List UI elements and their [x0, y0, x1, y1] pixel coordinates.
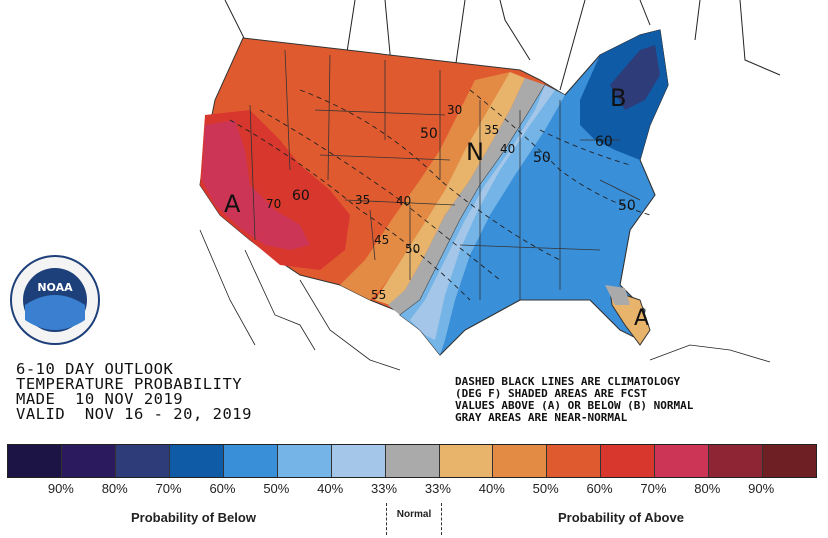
- legend-label: 80%: [101, 481, 128, 496]
- legend-label: 70%: [155, 481, 182, 496]
- legend-swatch: [655, 445, 710, 477]
- label-near-normal: N: [466, 138, 484, 166]
- legend-swatch: [763, 445, 817, 477]
- legend-swatch: [493, 445, 548, 477]
- clim-50a: 50: [420, 126, 438, 142]
- outlook-valid-dates: VALID NOV 16 - 20, 2019: [16, 405, 252, 423]
- above-caption: Probability of Above: [558, 510, 684, 525]
- clim-50d: 50: [618, 198, 636, 214]
- outlook-made-date: MADE 10 NOV 2019: [16, 390, 184, 408]
- clim-60a: 60: [292, 188, 310, 204]
- label-above-florida: A: [634, 306, 649, 331]
- legend-label: 90%: [748, 481, 775, 496]
- map-notes: DASHED BLACK LINES ARE CLIMATOLOGY (DEG F…: [455, 376, 693, 424]
- label-below-northeast: B: [610, 84, 626, 112]
- clim-50c: 50: [405, 242, 420, 256]
- outlook-subtitle: TEMPERATURE PROBABILITY: [16, 375, 243, 393]
- note-line-2: (DEG F) SHADED AREAS ARE FCST: [455, 387, 648, 400]
- legend-label: 90%: [47, 481, 74, 496]
- legend-label: 70%: [640, 481, 667, 496]
- legend-swatch: [385, 445, 440, 477]
- clim-55: 55: [371, 288, 386, 302]
- above-40-region: [340, 72, 510, 300]
- legend-label: 80%: [694, 481, 721, 496]
- clim-50b: 50: [533, 150, 551, 166]
- legend-label: 50%: [263, 481, 290, 496]
- noaa-logo-text: NOAA: [37, 281, 73, 294]
- legend-label: 40%: [317, 481, 344, 496]
- below-caption: Probability of Below: [131, 510, 256, 525]
- near-normal-region: [388, 78, 545, 315]
- label-above-west: A: [224, 190, 241, 218]
- legend-swatch: [439, 445, 494, 477]
- above-70-region: [202, 120, 310, 250]
- temperature-outlook-map: A A B N 30 35 35 40 40 45 50 50 50 50 55…: [10, 0, 781, 371]
- legend-swatch: [169, 445, 224, 477]
- legend-swatch: [331, 445, 386, 477]
- outlook-info: 6-10 DAY OUTLOOK TEMPERATURE PROBABILITY M…: [16, 360, 252, 423]
- legend-swatch: [547, 445, 602, 477]
- legend-swatch: [61, 445, 116, 477]
- clim-45: 45: [374, 233, 389, 247]
- clim-70: 70: [266, 197, 281, 211]
- legend-label: 33%: [424, 481, 451, 496]
- clim-40a: 40: [500, 142, 515, 156]
- clim-60b: 60: [595, 134, 613, 150]
- legend-swatch: [223, 445, 278, 477]
- legend-label: 60%: [586, 481, 613, 496]
- note-line-1: DASHED BLACK LINES ARE CLIMATOLOGY: [455, 375, 681, 388]
- clim-30: 30: [447, 103, 462, 117]
- outlook-title: 6-10 DAY OUTLOOK: [16, 360, 174, 378]
- probability-legend-bar: [7, 444, 817, 478]
- below-70-region: [610, 45, 660, 110]
- legend-swatch: [601, 445, 656, 477]
- legend-swatch: [115, 445, 170, 477]
- noaa-logo: NOAA: [10, 255, 100, 345]
- clim-40b: 40: [396, 194, 411, 208]
- florida-near-normal: [605, 285, 630, 305]
- legend-label: 60%: [209, 481, 236, 496]
- note-line-4: GRAY AREAS ARE NEAR-NORMAL: [455, 411, 628, 424]
- clim-35b: 35: [355, 193, 370, 207]
- note-line-3: VALUES ABOVE (A) OR BELOW (B) NORMAL: [455, 399, 694, 412]
- legend-swatch: [709, 445, 764, 477]
- legend-label: 50%: [532, 481, 559, 496]
- below-33-region: [410, 85, 555, 340]
- clim-35a: 35: [484, 123, 499, 137]
- normal-caption: Normal: [386, 503, 442, 535]
- legend-label: 33%: [371, 481, 398, 496]
- legend-label: 40%: [478, 481, 505, 496]
- legend-swatch: [277, 445, 332, 477]
- legend-swatch: [8, 445, 62, 477]
